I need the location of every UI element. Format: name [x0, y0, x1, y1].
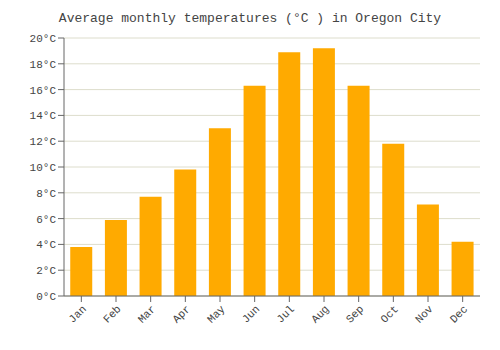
svg-text:Jan: Jan	[66, 303, 88, 325]
svg-text:Jul: Jul	[274, 303, 296, 325]
svg-text:Oct: Oct	[378, 303, 400, 325]
svg-text:Nov: Nov	[413, 303, 436, 326]
svg-text:10°C: 10°C	[30, 162, 57, 174]
svg-text:2°C: 2°C	[36, 265, 56, 277]
svg-text:6°C: 6°C	[36, 214, 56, 226]
svg-text:12°C: 12°C	[30, 136, 57, 148]
svg-text:18°C: 18°C	[30, 59, 57, 71]
svg-text:16°C: 16°C	[30, 85, 57, 97]
svg-text:Sep: Sep	[344, 303, 366, 325]
svg-text:Apr: Apr	[170, 303, 192, 325]
svg-text:Aug: Aug	[309, 303, 331, 325]
svg-text:8°C: 8°C	[36, 188, 56, 200]
svg-text:Dec: Dec	[448, 303, 470, 325]
svg-text:Feb: Feb	[101, 303, 123, 325]
svg-text:20°C: 20°C	[30, 33, 57, 45]
html-text:Average monthly temperatures (: Average monthly temperatures (°C ) in Or…	[58, 11, 442, 26]
svg-text:Mar: Mar	[136, 303, 158, 325]
svg-text:May: May	[205, 303, 228, 326]
svg-text:14°C: 14°C	[30, 110, 57, 122]
svg-text:0°C: 0°C	[36, 291, 56, 303]
svg-text:Jun: Jun	[240, 303, 262, 325]
svg-text:4°C: 4°C	[36, 239, 56, 251]
